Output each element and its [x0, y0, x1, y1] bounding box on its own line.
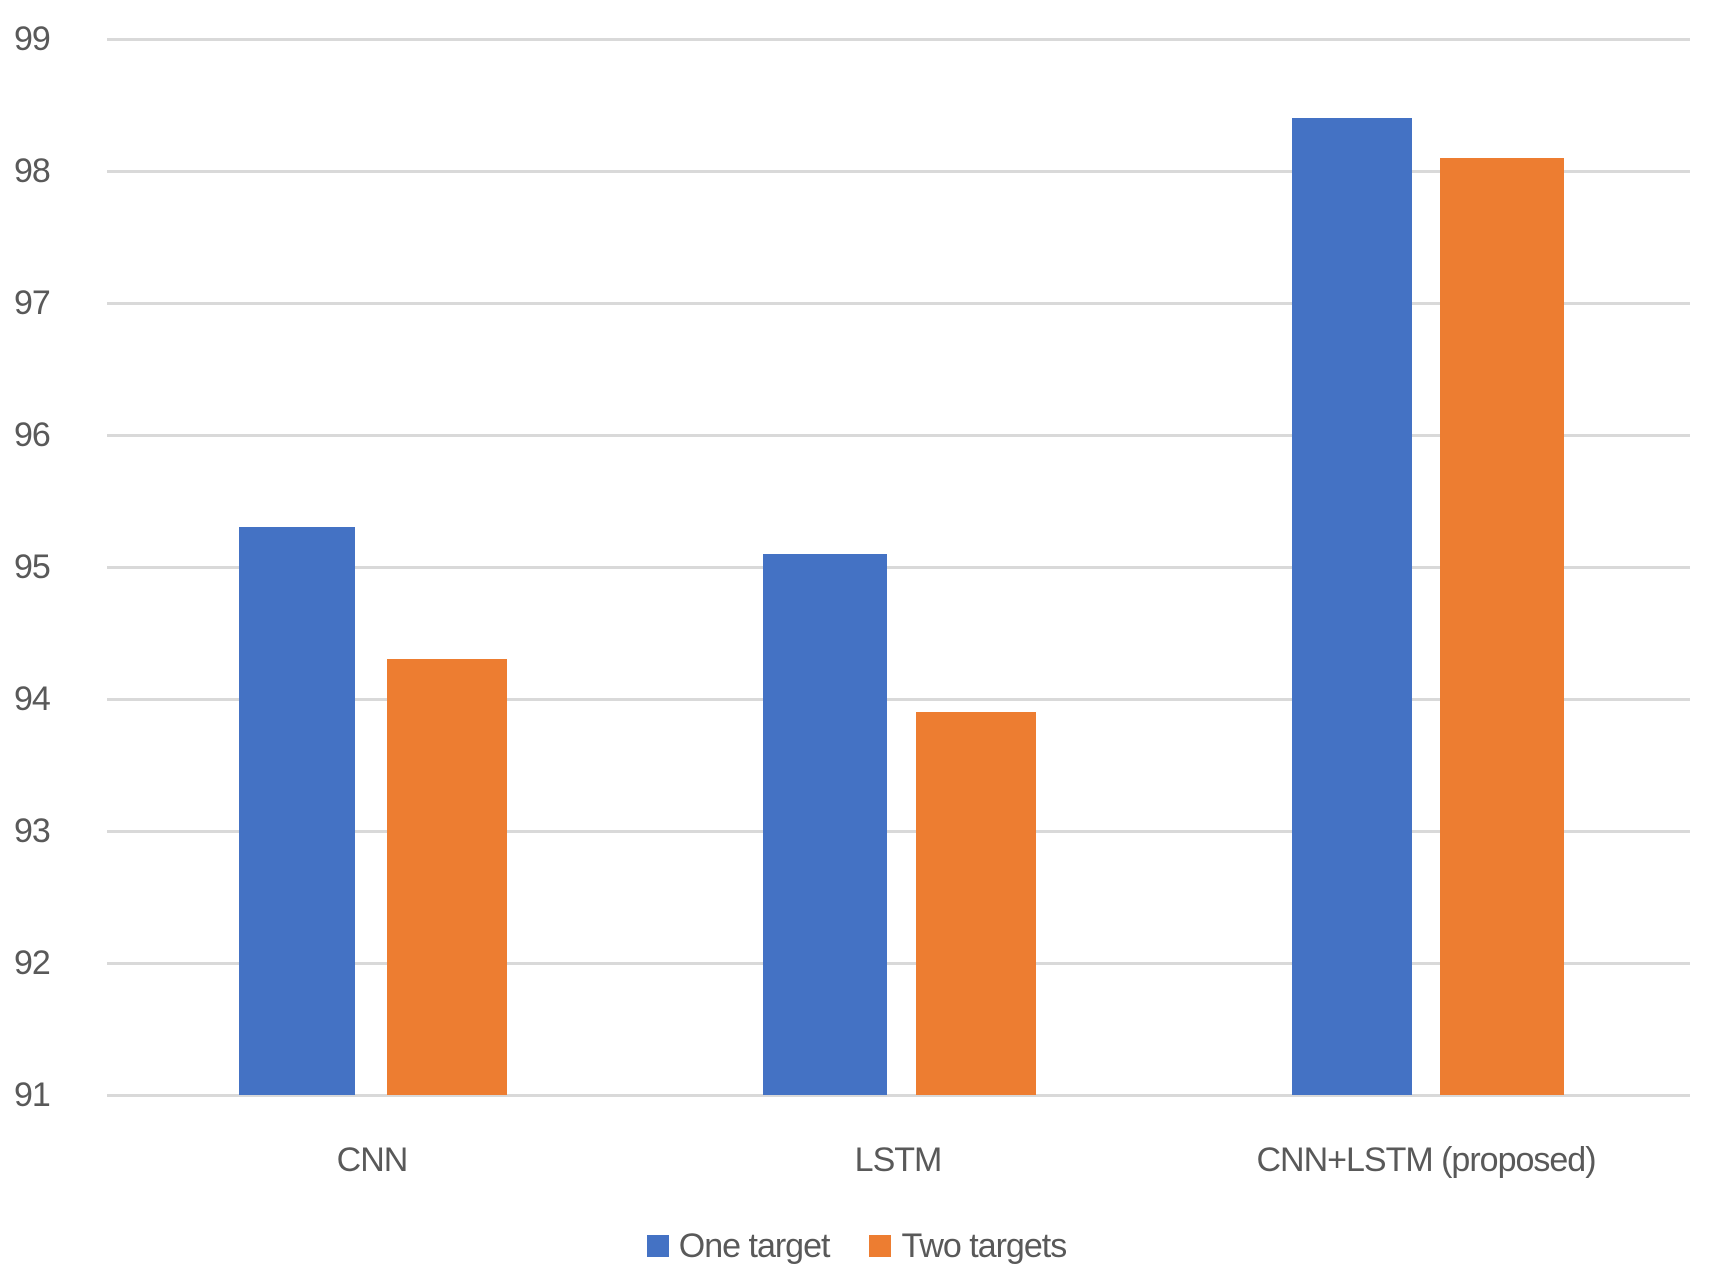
y-tick-label: 96 — [14, 416, 51, 454]
bar-one-target-cnn — [239, 527, 355, 1095]
y-tick-label: 97 — [14, 284, 51, 322]
x-category-label: CNN — [336, 1141, 409, 1179]
bar-one-target-cnn-lstm — [1292, 118, 1412, 1095]
gridline — [107, 302, 1690, 305]
legend: One target Two targets — [0, 1226, 1713, 1266]
y-tick-label: 95 — [14, 548, 51, 586]
legend-item-one-target: One target — [646, 1226, 831, 1266]
bar-one-target-lstm — [763, 553, 887, 1095]
gridline — [107, 38, 1690, 41]
gridline — [107, 962, 1690, 965]
y-tick-label: 99 — [14, 20, 51, 58]
gridline — [107, 566, 1690, 569]
y-tick-label: 91 — [14, 1076, 51, 1114]
gridline — [107, 170, 1690, 173]
y-tick-label: 94 — [14, 680, 51, 718]
y-tick-label: 98 — [14, 152, 51, 190]
y-tick-label: 92 — [14, 944, 51, 982]
bar-two-targets-cnn-lstm — [1440, 157, 1564, 1095]
gridline — [107, 830, 1690, 833]
bar-two-targets-cnn — [387, 659, 507, 1095]
x-category-label: LSTM — [854, 1141, 943, 1179]
x-axis-line — [107, 1094, 1690, 1097]
legend-swatch-icon — [646, 1235, 669, 1257]
legend-item-two-targets: Two targets — [869, 1226, 1067, 1266]
legend-label: One target — [678, 1227, 831, 1265]
y-tick-label: 93 — [14, 812, 51, 850]
gridline — [107, 434, 1690, 437]
bar-two-targets-lstm — [916, 712, 1036, 1095]
gridline — [107, 698, 1690, 701]
x-category-label: CNN+LSTM (proposed) — [1256, 1141, 1596, 1179]
legend-swatch-icon — [869, 1235, 892, 1257]
legend-label: Two targets — [901, 1227, 1067, 1265]
